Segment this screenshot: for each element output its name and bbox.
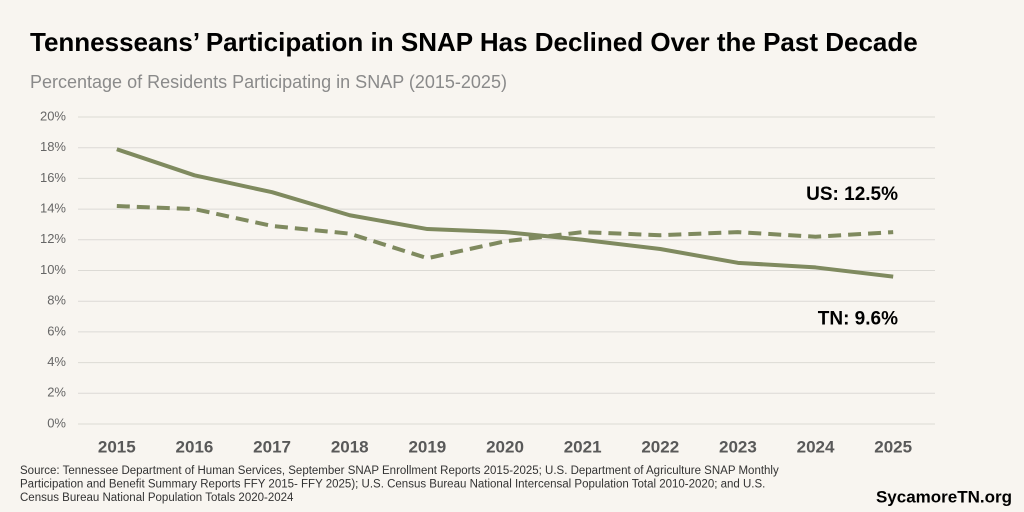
- y-tick-label: 14%: [40, 201, 66, 216]
- y-tick-label: 16%: [40, 170, 66, 185]
- x-tick-label: 2024: [797, 437, 835, 456]
- brand: SycamoreTN.org: [876, 487, 1012, 506]
- source-line: Participation and Benefit Summary Report…: [20, 479, 765, 491]
- x-tick-label: 2020: [486, 437, 524, 456]
- x-tick-label: 2017: [253, 437, 291, 456]
- x-tick-label: 2021: [564, 437, 602, 456]
- y-tick-label: 20%: [40, 108, 66, 123]
- x-tick-label: 2022: [641, 437, 679, 456]
- series-line: [116, 147, 894, 279]
- x-tick-label: 2016: [176, 437, 214, 456]
- annotation: US: 12.5%: [806, 184, 898, 205]
- series-line: [116, 204, 894, 261]
- x-tick-label: 2019: [408, 437, 446, 456]
- x-tick-label: 2018: [331, 437, 369, 456]
- chart-title: Tennesseans’ Participation in SNAP Has D…: [30, 27, 918, 57]
- x-tick-label: 2023: [719, 437, 757, 456]
- y-tick-label: 2%: [47, 385, 66, 400]
- source-line: Source: Tennessee Department of Human Se…: [20, 465, 779, 477]
- y-tick-label: 6%: [47, 323, 66, 338]
- x-tick-label: 2015: [98, 437, 136, 456]
- y-tick-label: 4%: [47, 354, 66, 369]
- x-tick-label: 2025: [874, 437, 912, 456]
- y-tick-label: 18%: [40, 139, 66, 154]
- y-tick-label: 0%: [47, 415, 66, 430]
- annotation: TN: 9.6%: [818, 309, 898, 330]
- chart-subtitle: Percentage of Residents Participating in…: [30, 72, 507, 92]
- y-tick-label: 10%: [40, 262, 66, 277]
- y-tick-label: 12%: [40, 231, 66, 246]
- source-line: Census Bureau National Population Totals…: [20, 492, 294, 504]
- y-tick-label: 8%: [47, 293, 66, 308]
